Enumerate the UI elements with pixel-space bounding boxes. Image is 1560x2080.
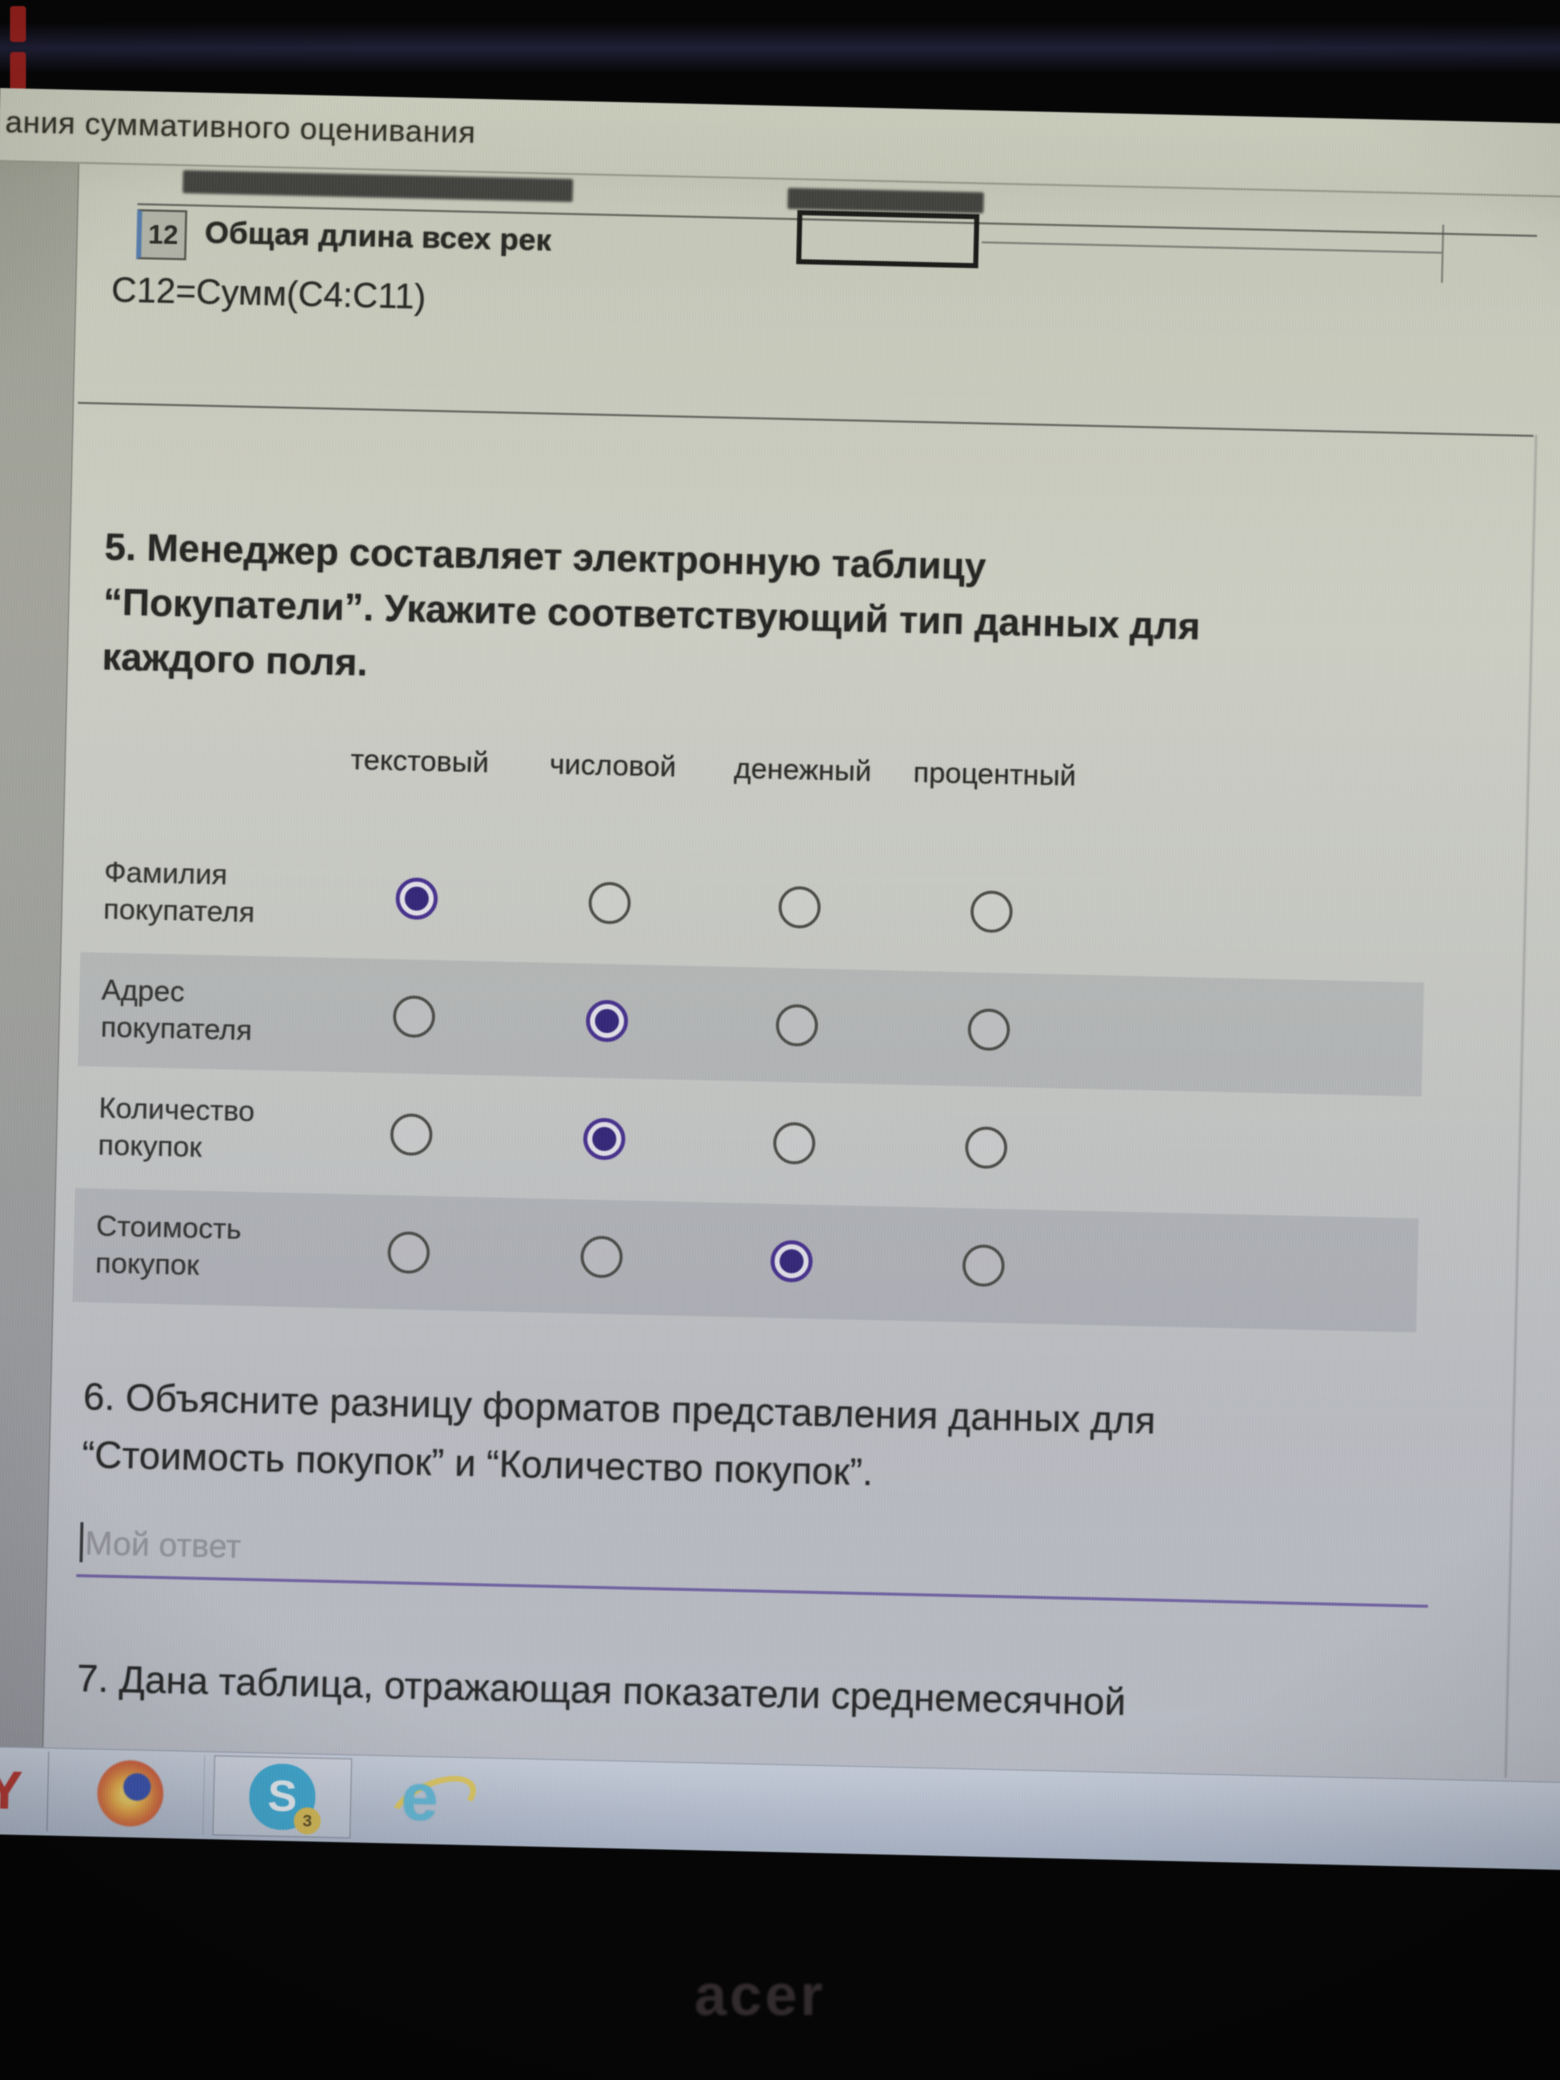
radio-quantity-percent[interactable] [964, 1126, 1008, 1170]
formula-text: C12=Сумм(C4:C11) [111, 270, 427, 317]
radio-address-percent[interactable] [967, 1008, 1011, 1052]
row-label: Фамилия покупателя [103, 856, 256, 929]
red-indicator-mark [10, 6, 26, 42]
cropped-cell-value [787, 187, 984, 214]
taskbar-firefox-button[interactable] [56, 1751, 206, 1836]
windows-taskbar: Y S 3 e [0, 1745, 1560, 1871]
column-header-percent: процентный [912, 756, 1077, 793]
radio-quantity-money[interactable] [772, 1121, 816, 1165]
text-caret [79, 1522, 84, 1563]
sheet-row-number-cell: 12 [136, 209, 188, 261]
column-header-money: денежный [733, 752, 872, 788]
internet-explorer-icon: e [381, 1760, 485, 1845]
laptop-screen: ания суммативного оценивания 12 Общая дл… [0, 88, 1560, 1871]
radio-surname-text[interactable] [395, 877, 439, 921]
radio-cost-number[interactable] [580, 1235, 624, 1279]
row-label: Стоимость покупок [94, 1210, 242, 1282]
radio-surname-number[interactable] [588, 881, 632, 925]
radio-grid: Фамилия покупателя Адрес покупателя Коли… [0, 830, 1560, 1339]
row-label: Адрес покупателя [100, 974, 253, 1047]
taskbar-ie-button[interactable]: e [362, 1759, 494, 1845]
question-6-text: 6. Объясните разницу форматов представле… [81, 1368, 1483, 1516]
radio-address-text[interactable] [392, 995, 436, 1039]
column-header-text: текстовый [350, 744, 490, 780]
radio-cost-text[interactable] [387, 1231, 431, 1275]
row-label: Количество покупок [97, 1092, 255, 1164]
radio-cost-money[interactable] [770, 1239, 814, 1283]
answer-input[interactable]: Мой ответ [79, 1522, 1432, 1613]
bezel-reflection [0, 22, 1560, 74]
question-5-text: 5. Менеджер составляет электронную табли… [101, 520, 1504, 717]
radio-address-money[interactable] [775, 1003, 819, 1047]
firefox-icon [96, 1759, 165, 1828]
skype-notification-badge: 3 [293, 1807, 322, 1835]
page-title: ания суммативного оценивания [4, 104, 477, 150]
sheet-gridline [1440, 224, 1445, 283]
row-number: 12 [147, 218, 179, 250]
taskbar-skype-button[interactable]: S 3 [212, 1755, 353, 1839]
question-7-text: 7. Дана таблица, отражающая показатели с… [76, 1658, 1127, 1724]
radio-address-number[interactable] [585, 999, 629, 1043]
answer-placeholder: Мой ответ [84, 1524, 242, 1565]
sheet-gridline [981, 241, 1442, 254]
section-divider [77, 401, 1534, 437]
red-indicator-mark [10, 52, 26, 90]
acer-brand-logo: acer [694, 1963, 826, 2028]
sheet-row-label: Общая длина всех рек [204, 214, 552, 258]
yandex-browser-icon: Y [0, 1760, 24, 1821]
radio-surname-percent[interactable] [970, 890, 1014, 934]
radio-quantity-number[interactable] [582, 1117, 626, 1161]
skype-icon: S 3 [248, 1763, 322, 1835]
radio-quantity-text[interactable] [389, 1113, 433, 1157]
sheet-selected-cell [796, 210, 980, 269]
cropped-row-text [182, 170, 574, 203]
column-header-number: числовой [549, 748, 677, 784]
radio-surname-money[interactable] [778, 885, 822, 929]
radio-cost-percent[interactable] [962, 1244, 1006, 1288]
taskbar-yandex-button[interactable]: Y [0, 1749, 50, 1832]
